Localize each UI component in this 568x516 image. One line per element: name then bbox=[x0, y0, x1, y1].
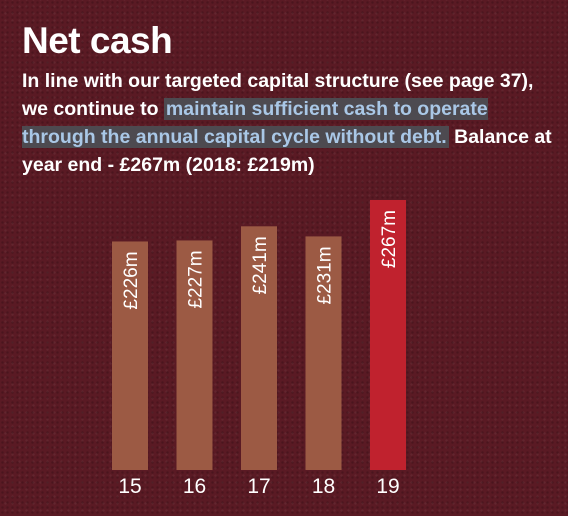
data-label-19: £267m bbox=[379, 210, 400, 268]
data-label-18: £231m bbox=[315, 246, 336, 304]
description-balance: Balance at year end - £267m (2018: £219m… bbox=[22, 126, 552, 176]
bar-19 bbox=[370, 200, 406, 470]
chart-description: In line with our targeted capital struct… bbox=[22, 67, 562, 179]
chart-title: Net cash bbox=[22, 20, 173, 61]
x-tick-15: 15 bbox=[118, 475, 141, 498]
bar-18 bbox=[305, 236, 342, 470]
bar-17 bbox=[241, 226, 277, 470]
x-tick-18: 18 bbox=[312, 475, 335, 498]
bar-16 bbox=[176, 240, 213, 470]
x-tick-19: 19 bbox=[376, 475, 399, 498]
x-tick-16: 16 bbox=[183, 475, 206, 498]
description-text: In line with our targeted capital struct… bbox=[22, 70, 534, 120]
data-label-16: £227m bbox=[186, 250, 207, 308]
data-label-17: £241m bbox=[250, 236, 271, 294]
x-tick-17: 17 bbox=[247, 475, 270, 498]
bar-15 bbox=[112, 241, 148, 470]
data-label-15: £226m bbox=[121, 251, 142, 309]
